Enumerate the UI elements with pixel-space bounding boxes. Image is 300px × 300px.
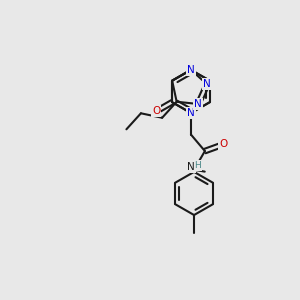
Text: N: N [187,108,195,118]
Text: H: H [194,160,201,169]
Text: O: O [152,106,160,116]
Text: N: N [187,162,195,172]
Text: N: N [187,65,195,75]
Text: N: N [203,79,211,89]
Text: N: N [194,99,202,109]
Text: O: O [219,140,227,149]
